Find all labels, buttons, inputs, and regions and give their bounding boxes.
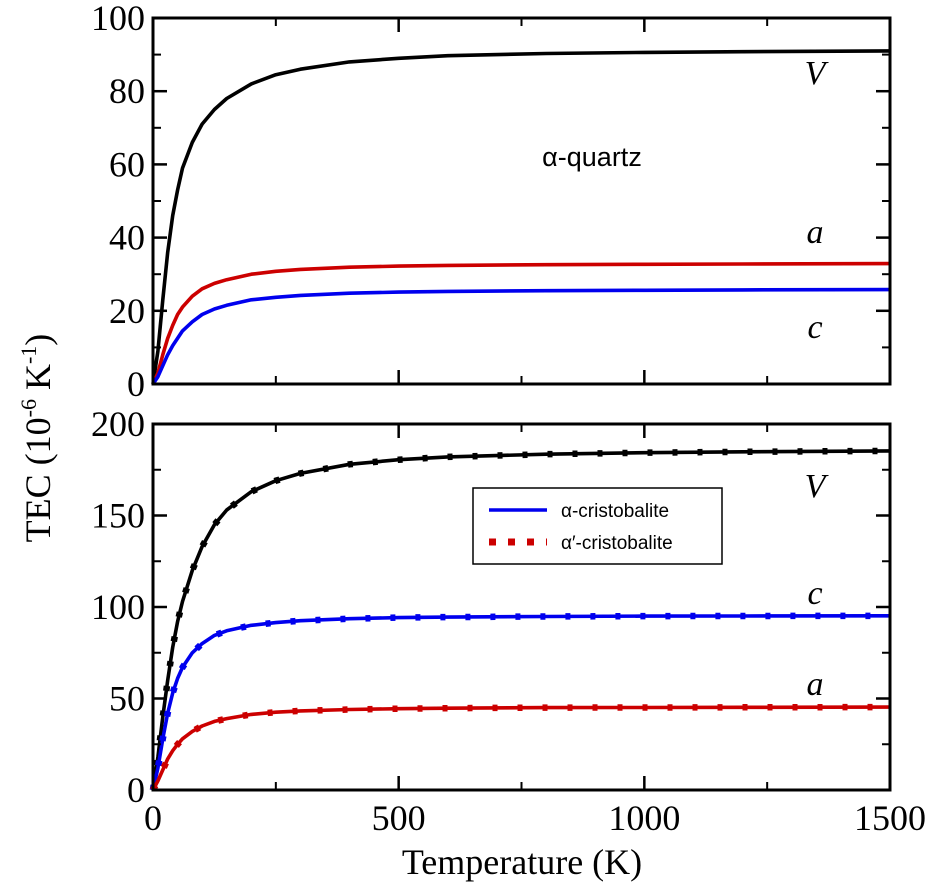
y-tick-label: 0: [127, 364, 145, 404]
top-panel: 0 20 40 60 80 100 Va c α-quartz: [91, 0, 892, 404]
legend: α-cristobalite α′-cristobalite: [472, 487, 723, 565]
plot-frame: [151, 422, 892, 792]
series-a-dotted: [150, 703, 891, 792]
bottom-panel: 0 50 100 150 200 0 500 1000 1500 Vc a α-cristobalit…: [91, 404, 926, 838]
legend-label: α-cristobalite: [561, 501, 669, 522]
y-tick-label: 100: [91, 0, 145, 38]
series-V-line: [151, 49, 891, 385]
y-tick-label: 100: [91, 587, 145, 627]
series-a-line: [151, 705, 891, 791]
y-tick-label: 60: [109, 144, 145, 184]
y-tick-label: 200: [91, 404, 145, 444]
x-tick-label: 1500: [854, 798, 926, 838]
x-tick-label: 0: [144, 798, 162, 838]
series-a-line: [151, 261, 891, 385]
y-tick-label: 0: [127, 770, 145, 810]
curve-label-c: c: [807, 575, 822, 612]
series-c-dotted: [149, 612, 891, 791]
y-tick-label: 150: [91, 496, 145, 536]
x-tick-label: 1000: [608, 798, 680, 838]
curve-label-a: a: [807, 666, 824, 703]
curve-label-V: V: [805, 468, 830, 505]
curve-label-a: a: [807, 214, 824, 251]
x-axis-title: Temperature (K): [402, 842, 642, 882]
curve-label-c: c: [807, 309, 822, 346]
x-tick-label: 500: [372, 798, 426, 838]
plot-frame: [151, 16, 892, 386]
y-tick-label: 80: [109, 71, 145, 111]
y-tick-label: 40: [109, 218, 145, 258]
series-c-line: [151, 287, 891, 386]
y-axis-title: TEC (10-6 K-1): [16, 334, 58, 543]
panel-annotation: α-quartz: [542, 142, 642, 172]
series-V-line: [151, 449, 891, 791]
legend-label: α′-cristobalite: [561, 533, 673, 554]
series-c-line: [151, 614, 891, 791]
curve-label-V: V: [805, 55, 830, 92]
y-tick-label: 50: [109, 679, 145, 719]
legend-box: [472, 487, 723, 565]
y-tick-label: 20: [109, 291, 145, 331]
